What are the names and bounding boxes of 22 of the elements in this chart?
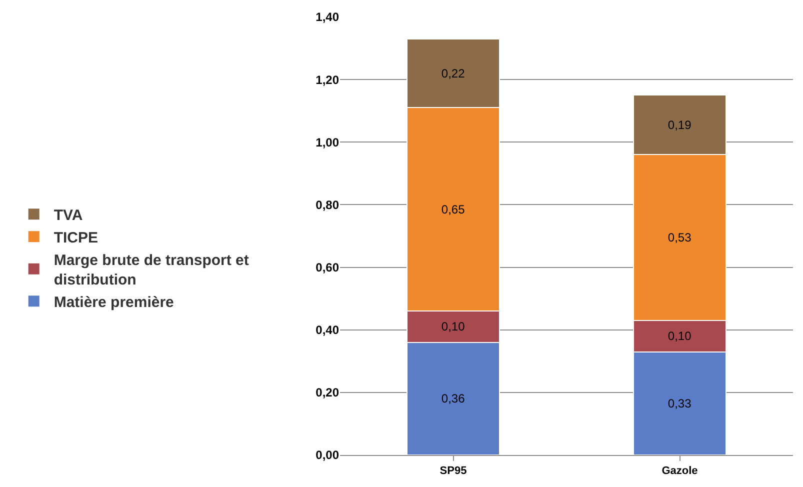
data-label: 0,10: [441, 320, 466, 334]
data-label: 0,36: [441, 392, 466, 406]
y-tick-label: 0,40: [316, 323, 340, 338]
legend-label: Marge brute de transport et distribution: [54, 252, 249, 288]
data-label: 0,19: [668, 118, 692, 132]
legend-label: TVA: [54, 207, 83, 224]
y-tick-label: 0,20: [316, 386, 340, 400]
data-label: 0,65: [441, 202, 466, 216]
y-tick-label: 1,40: [316, 10, 340, 24]
legend-label: TICPE: [54, 230, 98, 246]
y-tick-label: 0,80: [316, 198, 340, 212]
x-tick-label: SP95: [440, 465, 467, 478]
legend-label: Matière première: [54, 294, 174, 311]
x-tick-label: Gazole: [662, 465, 698, 478]
y-tick-label: 0,60: [316, 260, 340, 274]
data-label: 0,10: [668, 329, 692, 344]
y-tick-label: 1,20: [316, 72, 340, 87]
data-label: 0,33: [668, 396, 692, 410]
data-label: 0,53: [668, 230, 692, 245]
y-tick-label: 0,00: [316, 448, 340, 462]
data-label: 0,22: [441, 66, 466, 80]
y-tick-label: 1,00: [316, 135, 340, 150]
